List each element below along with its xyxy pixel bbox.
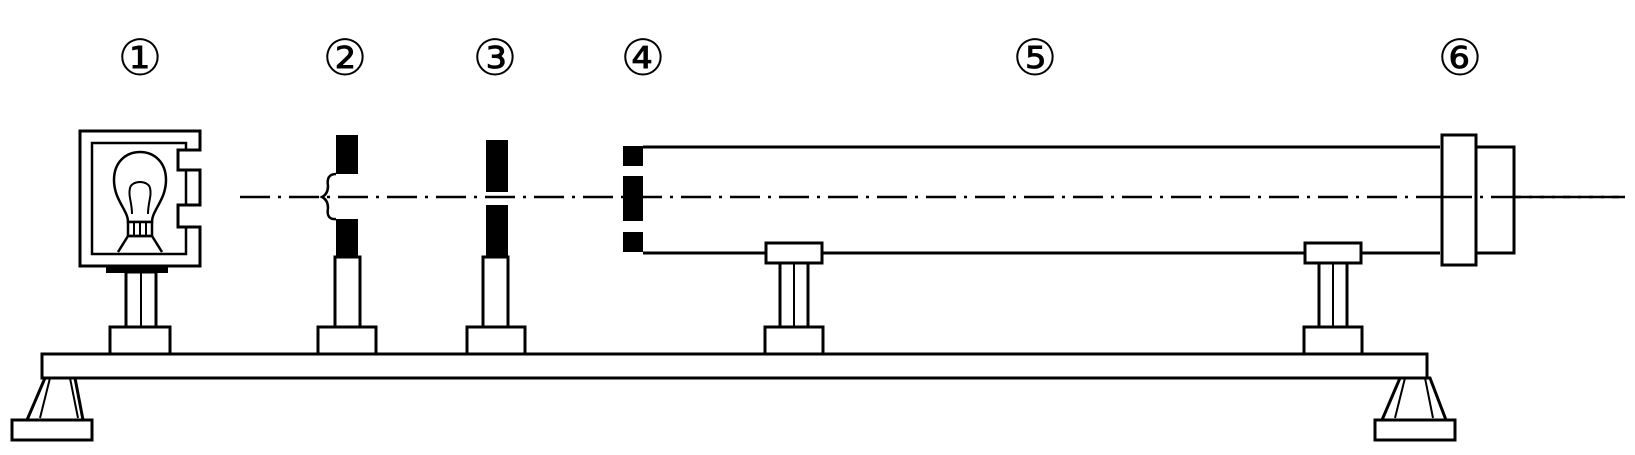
bench-foot-right	[1373, 376, 1457, 442]
hood-tube	[643, 145, 1440, 356]
single-slit	[465, 140, 527, 356]
eyepiece	[1440, 133, 1516, 267]
filter	[316, 135, 378, 356]
tube-support-left	[763, 241, 825, 356]
label-double-slit: ④	[621, 29, 666, 87]
label-single-slit: ③	[473, 29, 518, 87]
bench-foot-left	[10, 376, 94, 442]
bench-rail	[40, 352, 1429, 380]
double-slit	[623, 146, 643, 252]
label-light-source: ①	[118, 29, 163, 87]
light-source	[78, 129, 202, 356]
label-hood-tube: ⑤	[1013, 29, 1058, 87]
tube-support-right	[1302, 241, 1364, 356]
label-filter: ②	[323, 29, 368, 87]
bulb-icon	[112, 150, 168, 253]
label-eyepiece: ⑥	[1438, 29, 1483, 87]
